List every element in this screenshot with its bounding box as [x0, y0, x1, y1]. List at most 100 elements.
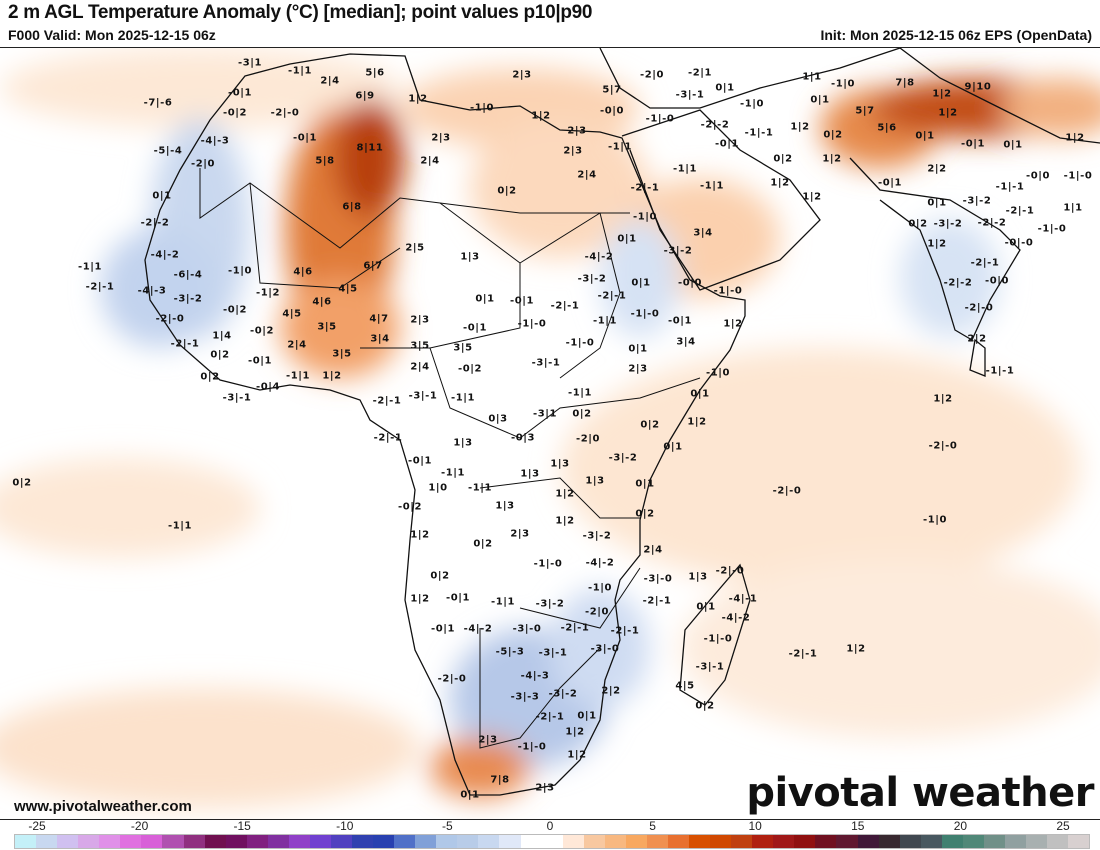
- point-value-label: -2|-2: [977, 217, 1007, 229]
- point-value-label: -2|-0: [928, 440, 958, 452]
- point-value-label: -3|-2: [608, 452, 638, 464]
- point-value-label: -3|-1: [408, 390, 438, 402]
- point-value-label: 1|0: [428, 482, 448, 494]
- point-value-label: -1|0: [587, 582, 613, 594]
- point-value-label: -1|-0: [1063, 170, 1093, 182]
- point-value-label: 0|1: [915, 130, 935, 142]
- point-value-label: -1|-1: [744, 127, 774, 139]
- point-value-label: -0|2: [249, 325, 275, 337]
- point-value-label: -5|-3: [495, 646, 525, 658]
- point-value-label: -3|-1: [675, 89, 705, 101]
- point-value-label: 1|1: [802, 71, 822, 83]
- point-value-label: -3|-0: [590, 643, 620, 655]
- point-value-label: -2|-0: [270, 107, 300, 119]
- colorbar-swatch: [141, 835, 163, 848]
- point-value-label: -1|1: [77, 261, 103, 273]
- colorbar-tick-label: 25: [1056, 819, 1070, 833]
- point-value-labels: -3|1 -1|1 2|4 5|6 -0|1 -7|-6 -0|2 -2|-0 6|9 -4|-3…: [0, 48, 1100, 819]
- map-title: 2 m AGL Temperature Anomaly (°C) [median…: [8, 2, 593, 23]
- colorbar-swatch: [99, 835, 121, 848]
- point-value-label: 6|7: [363, 260, 383, 272]
- coastlines: [144, 48, 1100, 796]
- point-value-label: 2|4: [420, 155, 440, 167]
- colorbar-swatch: [836, 835, 858, 848]
- point-value-label: -1|-0: [565, 337, 595, 349]
- point-value-label: 4|6: [312, 296, 332, 308]
- point-value-label: -4|-2: [584, 251, 614, 263]
- point-value-label: -0|1: [247, 355, 273, 367]
- colorbar-swatch: [415, 835, 437, 848]
- colorbar-tick-label: -5: [442, 819, 453, 833]
- point-value-label: -1|2: [255, 287, 281, 299]
- point-value-label: 6|8: [342, 201, 362, 213]
- point-value-label: 0|1: [460, 789, 480, 801]
- colorbar-swatch: [57, 835, 79, 848]
- point-value-label: -4|-3: [520, 670, 550, 682]
- point-value-label: 1|3: [585, 475, 605, 487]
- colorbar-swatch: [562, 835, 584, 848]
- point-value-label: 1|3: [520, 468, 540, 480]
- point-value-label: 0|2: [200, 371, 220, 383]
- point-value-label: -0|1: [430, 623, 456, 635]
- point-value-label: 1|4: [212, 330, 232, 342]
- point-value-label: -0|1: [667, 315, 693, 327]
- point-value-label: -3|-2: [582, 530, 612, 542]
- point-value-label: 0|1: [663, 441, 683, 453]
- point-value-label: -0|1: [714, 138, 740, 150]
- point-value-label: 2|3: [478, 734, 498, 746]
- colorbar-swatch: [1026, 835, 1048, 848]
- point-value-label: -3|-2: [577, 273, 607, 285]
- point-value-label: -1|-1: [985, 365, 1015, 377]
- point-value-label: -1|0: [739, 98, 765, 110]
- point-value-label: 7|8: [490, 774, 510, 786]
- point-value-label: 0|2: [823, 129, 843, 141]
- colorbar-tick-label: 5: [649, 819, 656, 833]
- point-value-label: -0|1: [445, 592, 471, 604]
- point-value-label: -3|-2: [535, 598, 565, 610]
- colorbar-swatch: [752, 835, 774, 848]
- point-value-label: 1|2: [846, 643, 866, 655]
- point-value-label: 1|2: [927, 238, 947, 250]
- point-value-label: -1|1: [467, 482, 493, 494]
- point-value-label: -0|2: [457, 363, 483, 375]
- colorbar-swatch: [183, 835, 205, 848]
- colorbar-swatch: [689, 835, 711, 848]
- colorbar-swatch: [15, 835, 37, 848]
- anomaly-map[interactable]: -3|1 -1|1 2|4 5|6 -0|1 -7|-6 -0|2 -2|-0 6|9 -4|-3…: [0, 47, 1100, 820]
- point-value-label: -0|-0: [1004, 237, 1034, 249]
- point-value-label: 1|2: [555, 515, 575, 527]
- colorbar-swatch: [436, 835, 458, 848]
- point-value-label: -0|0: [599, 105, 625, 117]
- point-value-label: 6|9: [355, 90, 375, 102]
- point-value-label: -2|-1: [970, 257, 1000, 269]
- point-value-label: 2|3: [512, 69, 532, 81]
- point-value-label: 1|3: [550, 458, 570, 470]
- colorbar-swatch: [246, 835, 268, 848]
- point-value-label: 2|2: [967, 333, 987, 345]
- point-value-label: -1|1: [440, 467, 466, 479]
- point-value-label: 0|2: [908, 218, 928, 230]
- point-value-label: 4|6: [293, 266, 313, 278]
- point-value-label: 1|2: [410, 593, 430, 605]
- colorbar-swatch: [815, 835, 837, 848]
- point-value-label: -3|-2: [663, 245, 693, 257]
- point-value-label: -1|-0: [713, 285, 743, 297]
- point-value-label: 0|2: [695, 700, 715, 712]
- point-value-label: -3|-1: [222, 392, 252, 404]
- point-value-label: -1|1: [672, 163, 698, 175]
- colorbar-swatch: [1047, 835, 1069, 848]
- point-value-label: 1|2: [933, 393, 953, 405]
- pivotal-weather-logo: pivotal weather: [746, 770, 1094, 816]
- point-value-label: 2|3: [567, 125, 587, 137]
- point-value-label: -2|-0: [437, 673, 467, 685]
- point-value-label: 0|1: [617, 233, 637, 245]
- point-value-label: 0|1: [715, 82, 735, 94]
- website-url[interactable]: www.pivotalweather.com: [14, 798, 192, 815]
- point-value-label: -1|0: [705, 367, 731, 379]
- point-value-label: -0|2: [397, 501, 423, 513]
- point-value-label: -2|-2: [700, 119, 730, 131]
- anomaly-shading: [0, 48, 1100, 808]
- colorbar-swatch: [309, 835, 331, 848]
- colorbar-tick-label: -15: [233, 819, 251, 833]
- point-value-label: -1|1: [450, 392, 476, 404]
